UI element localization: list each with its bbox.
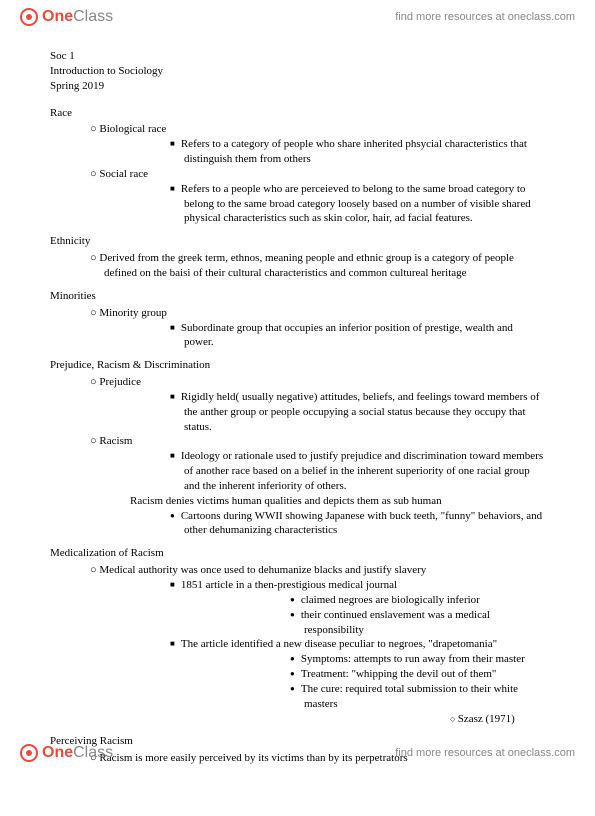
list-item: Racism: [90, 434, 545, 449]
list-item: Ideology or rationale used to justify pr…: [170, 449, 545, 494]
list-item: Subordinate group that occupies an infer…: [170, 321, 545, 351]
list-item: 1851 article in a then-prestigious medic…: [170, 578, 545, 593]
list-item: Social race: [90, 167, 545, 182]
racism-extra: Racism denies victims human qualities an…: [50, 494, 545, 509]
document-content: Soc 1 Introduction to Sociology Spring 2…: [0, 34, 595, 816]
list-item: Prejudice: [90, 375, 545, 390]
section-ethnicity-title: Ethnicity: [50, 234, 545, 249]
list-item: Treatment: "whipping the devil out of th…: [290, 667, 545, 682]
list-item: Refers to a category of people who share…: [170, 137, 545, 167]
logo-icon: [20, 8, 38, 26]
brand-logo: OneClass: [20, 8, 113, 26]
list-item: The article identified a new disease pec…: [170, 637, 545, 652]
minorities-list: Minority group Subordinate group that oc…: [50, 306, 545, 351]
logo-text-class: Class: [73, 8, 113, 26]
page-footer: OneClass find more resources at oneclass…: [0, 736, 595, 770]
list-item: Medical authority was once used to dehum…: [90, 563, 545, 578]
section-minorities-title: Minorities: [50, 289, 545, 304]
section-medicalization-title: Medicalization of Racism: [50, 546, 545, 561]
list-item: Cartoons during WWII showing Japanese wi…: [170, 509, 545, 539]
list-item: Symptoms: attempts to run away from thei…: [290, 652, 545, 667]
list-item: their continued enslavement was a medica…: [290, 608, 545, 638]
section-race-title: Race: [50, 106, 545, 121]
list-item: claimed negroes are biologically inferio…: [290, 593, 545, 608]
header-link[interactable]: find more resources at oneclass.com: [395, 11, 575, 23]
list-item: Rigidly held( usually negative) attitude…: [170, 390, 545, 435]
ethnicity-list: Derived from the greek term, ethnos, mea…: [50, 251, 545, 281]
list-item: The cure: required total submission to t…: [290, 682, 545, 712]
logo-text-one: One: [42, 744, 73, 762]
race-list: Biological race Refers to a category of …: [50, 122, 545, 226]
course-code: Soc 1: [50, 49, 545, 64]
logo-icon: [20, 744, 38, 762]
course-term: Spring 2019: [50, 79, 545, 94]
footer-link[interactable]: find more resources at oneclass.com: [395, 747, 575, 759]
brand-logo-footer: OneClass: [20, 744, 113, 762]
page-header: OneClass find more resources at oneclass…: [0, 0, 595, 34]
medicalization-list: Medical authority was once used to dehum…: [50, 563, 545, 726]
list-item: Refers to a people who are perceieved to…: [170, 182, 545, 227]
logo-text-class: Class: [73, 744, 113, 762]
section-prejudice-title: Prejudice, Racism & Discrimination: [50, 358, 545, 373]
list-item: Biological race: [90, 122, 545, 137]
list-item: Szasz (1971): [450, 712, 545, 727]
list-item: Minority group: [90, 306, 545, 321]
course-header: Soc 1 Introduction to Sociology Spring 2…: [50, 49, 545, 94]
prejudice-list: Prejudice Rigidly held( usually negative…: [50, 375, 545, 494]
course-title: Introduction to Sociology: [50, 64, 545, 79]
logo-text-one: One: [42, 8, 73, 26]
list-item: Derived from the greek term, ethnos, mea…: [90, 251, 545, 281]
